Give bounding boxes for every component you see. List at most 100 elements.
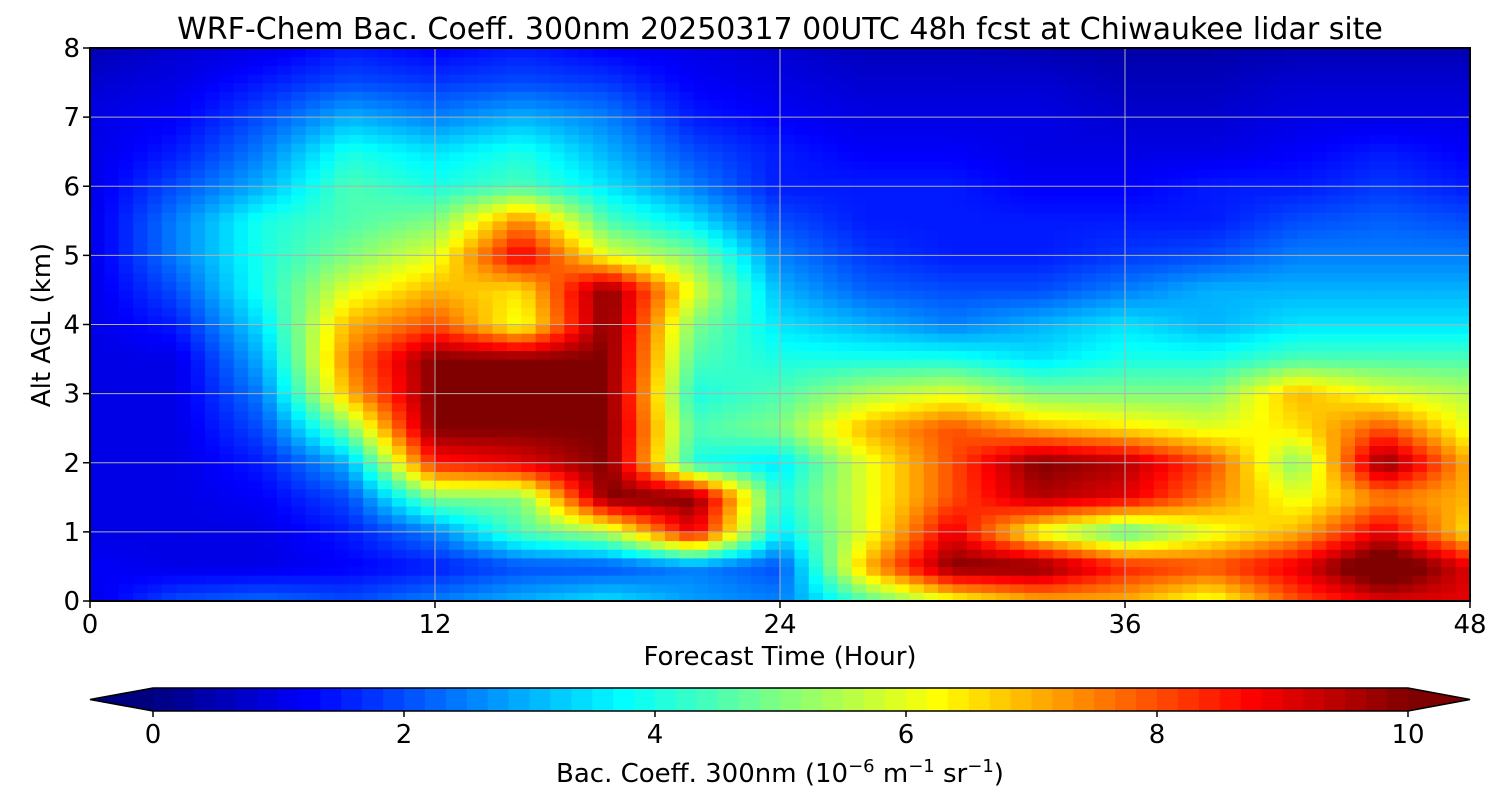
heatmap-cell xyxy=(693,592,709,601)
heatmap-cell xyxy=(291,410,307,421)
heatmap-cell xyxy=(1139,436,1155,447)
heatmap-cell xyxy=(1024,393,1040,403)
heatmap-cell xyxy=(1369,480,1385,490)
heatmap-cell xyxy=(118,393,134,403)
heatmap-cell xyxy=(1010,376,1025,386)
heatmap-cell xyxy=(262,367,278,377)
heatmap-cell xyxy=(291,488,307,498)
heatmap-cell xyxy=(1038,229,1054,239)
heatmap-cell xyxy=(866,177,882,187)
heatmap-cell xyxy=(1355,246,1370,256)
heatmap-cell xyxy=(794,333,810,343)
heatmap-cell xyxy=(621,514,637,524)
heatmap-cell xyxy=(1053,307,1069,317)
heatmap-cell xyxy=(966,376,982,386)
heatmap-cell xyxy=(621,212,637,222)
heatmap-cell xyxy=(1168,480,1184,490)
heatmap-cell xyxy=(334,384,350,395)
heatmap-cell xyxy=(708,410,724,421)
heatmap-cell xyxy=(449,324,465,334)
heatmap-cell xyxy=(1225,177,1241,187)
heatmap-cell xyxy=(1268,324,1284,334)
heatmap-cell xyxy=(1110,203,1126,213)
heatmap-cell xyxy=(1139,359,1155,369)
heatmap-cell xyxy=(535,549,551,559)
heatmap-cell xyxy=(521,384,537,395)
heatmap-cell xyxy=(851,497,867,507)
heatmap-cell xyxy=(708,186,724,196)
heatmap-cell xyxy=(90,333,105,343)
heatmap-cell xyxy=(1311,220,1327,231)
heatmap-cell xyxy=(1010,436,1025,447)
heatmap-cell xyxy=(219,359,235,369)
heatmap-cell xyxy=(377,497,393,507)
heatmap-cell xyxy=(923,281,939,291)
heatmap-cell xyxy=(535,194,551,205)
heatmap-cell xyxy=(923,384,939,395)
heatmap-cell xyxy=(1211,393,1227,403)
heatmap-cell xyxy=(104,454,120,464)
heatmap-cell xyxy=(463,281,479,291)
heatmap-cell xyxy=(1038,583,1054,593)
heatmap-cell xyxy=(708,298,724,308)
heatmap-cell xyxy=(1067,220,1083,231)
heatmap-cell xyxy=(866,557,882,568)
heatmap-cell xyxy=(866,333,882,343)
heatmap-cell xyxy=(176,264,192,274)
heatmap-cell xyxy=(420,549,436,559)
heatmap-cell xyxy=(679,393,695,403)
heatmap-cell xyxy=(233,566,249,576)
heatmap-cell xyxy=(391,549,407,559)
heatmap-cell xyxy=(550,160,565,170)
heatmap-cell xyxy=(995,229,1011,239)
heatmap-cell xyxy=(1211,549,1227,559)
heatmap-cell xyxy=(1441,307,1457,317)
heatmap-cell xyxy=(981,454,997,464)
heatmap-cell xyxy=(348,540,364,550)
heatmap-cell xyxy=(1355,376,1370,386)
heatmap-cell xyxy=(406,238,422,248)
heatmap-cell xyxy=(1182,315,1198,326)
heatmap-cell xyxy=(161,255,177,265)
heatmap-cell xyxy=(1125,160,1140,170)
heatmap-cell xyxy=(1067,177,1083,187)
heatmap-cell xyxy=(535,462,551,472)
heatmap-cell xyxy=(334,480,350,490)
heatmap-cell xyxy=(938,549,954,559)
heatmap-cell xyxy=(1369,514,1385,524)
heatmap-cell xyxy=(1196,410,1212,421)
heatmap-cell xyxy=(190,462,206,472)
heatmap-cell xyxy=(880,497,896,507)
heatmap-cell xyxy=(1268,168,1284,179)
heatmap-cell xyxy=(1125,333,1140,343)
heatmap-cell xyxy=(550,410,565,421)
heatmap-cell xyxy=(1355,194,1370,205)
heatmap-cell xyxy=(406,436,422,447)
heatmap-cell xyxy=(1139,471,1155,481)
heatmap-cell xyxy=(837,307,853,317)
heatmap-cell xyxy=(1297,255,1313,265)
heatmap-cell xyxy=(665,246,680,256)
heatmap-cell xyxy=(1340,177,1356,187)
heatmap-cell xyxy=(161,419,177,429)
heatmap-cell xyxy=(636,549,652,559)
heatmap-cell xyxy=(219,212,235,222)
heatmap-cell xyxy=(90,203,105,213)
heatmap-cell xyxy=(794,341,810,352)
heatmap-cell xyxy=(995,583,1011,593)
heatmap-cell xyxy=(1225,255,1241,265)
heatmap-cell xyxy=(981,151,997,161)
heatmap-cell xyxy=(1398,298,1414,308)
heatmap-cell xyxy=(1211,350,1227,360)
heatmap-cell xyxy=(1383,315,1399,326)
heatmap-cell xyxy=(305,272,321,282)
heatmap-cell xyxy=(1067,393,1083,403)
heatmap-cell xyxy=(808,384,824,395)
heatmap-cell xyxy=(133,350,149,360)
heatmap-cell xyxy=(248,212,264,222)
chart-title: WRF-Chem Bac. Coeff. 300nm 20250317 00UT… xyxy=(177,12,1383,47)
heatmap-cell xyxy=(118,203,134,213)
heatmap-cell xyxy=(1369,402,1385,412)
heatmap-cell xyxy=(190,160,206,170)
heatmap-cell xyxy=(1110,298,1126,308)
